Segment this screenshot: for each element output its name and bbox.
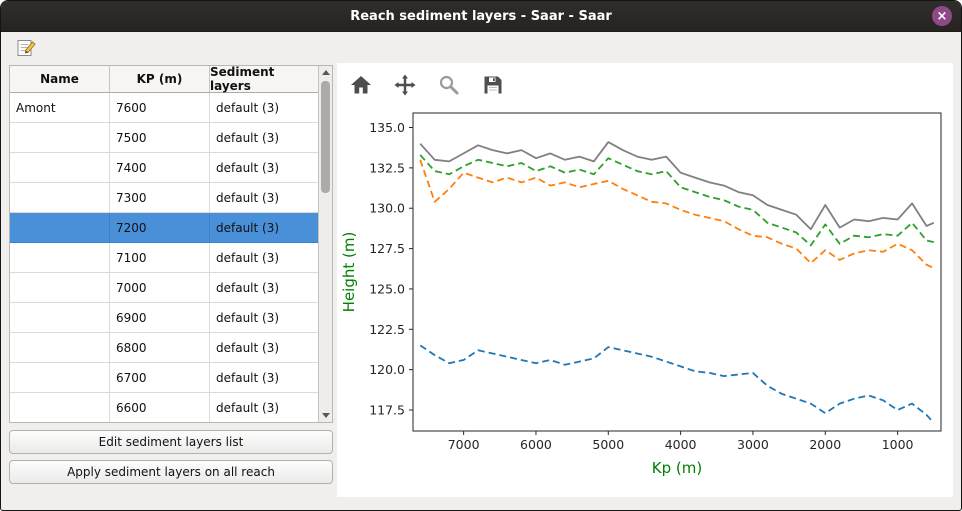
close-button[interactable]: ×: [932, 6, 952, 26]
edit-sediment-list-toolbar-button[interactable]: [13, 35, 39, 61]
svg-text:6000: 6000: [520, 437, 552, 452]
scroll-down-button[interactable]: [319, 409, 332, 422]
svg-text:4000: 4000: [665, 437, 697, 452]
table-row[interactable]: Amont 7600 default (3): [10, 93, 319, 123]
scroll-thumb[interactable]: [321, 81, 330, 193]
cell-name[interactable]: [10, 273, 110, 303]
cell-name[interactable]: [10, 303, 110, 333]
svg-text:125.0: 125.0: [369, 281, 405, 296]
cell-kp[interactable]: 7200: [110, 213, 210, 243]
table-row[interactable]: 7400 default (3): [10, 153, 319, 183]
plot-toolbar: [337, 63, 953, 101]
table-body: Amont 7600 default (3) 7500 default (3) 7400 d…: [10, 93, 319, 422]
cell-kp[interactable]: 7000: [110, 273, 210, 303]
sediment-table: Name KP (m) Sediment layers Amont 7600 def…: [9, 65, 333, 423]
cell-layers[interactable]: default (3): [210, 333, 319, 363]
svg-text:5000: 5000: [592, 437, 624, 452]
plot-panel: 7000 6000 5000 4000 3000 2000 1000 117.5 120.0 12…: [337, 63, 953, 497]
edit-sediment-layers-button[interactable]: Edit sediment layers list: [9, 430, 333, 454]
app-toolbar: [1, 32, 961, 64]
table-row[interactable]: 6900 default (3): [10, 303, 319, 333]
cell-kp[interactable]: 7600: [110, 93, 210, 123]
cell-kp[interactable]: 6600: [110, 393, 210, 422]
svg-text:135.0: 135.0: [369, 120, 405, 135]
table-row[interactable]: 7500 default (3): [10, 123, 319, 153]
cell-name[interactable]: Amont: [10, 93, 110, 123]
svg-text:130.0: 130.0: [369, 201, 405, 216]
cell-name[interactable]: [10, 183, 110, 213]
svg-text:Height (m): Height (m): [340, 232, 358, 313]
cell-name[interactable]: [10, 243, 110, 273]
svg-text:2000: 2000: [809, 437, 841, 452]
table-row[interactable]: 6600 default (3): [10, 393, 319, 422]
cell-kp[interactable]: 6800: [110, 333, 210, 363]
cell-layers[interactable]: default (3): [210, 183, 319, 213]
cell-kp[interactable]: 6700: [110, 363, 210, 393]
cell-kp[interactable]: 6900: [110, 303, 210, 333]
scroll-down-icon: [321, 413, 330, 418]
scroll-up-button[interactable]: [319, 66, 332, 79]
plot-save-button[interactable]: [479, 71, 507, 99]
cell-layers[interactable]: default (3): [210, 153, 319, 183]
table-row[interactable]: 7100 default (3): [10, 243, 319, 273]
chart[interactable]: 7000 6000 5000 4000 3000 2000 1000 117.5 120.0 12…: [339, 101, 953, 481]
cell-layers[interactable]: default (3): [210, 123, 319, 153]
close-icon: ×: [936, 8, 948, 24]
scroll-up-icon: [321, 70, 330, 75]
cell-layers[interactable]: default (3): [210, 363, 319, 393]
cell-name[interactable]: [10, 123, 110, 153]
cell-name[interactable]: [10, 363, 110, 393]
plot-zoom-button[interactable]: [435, 71, 463, 99]
cell-layers[interactable]: default (3): [210, 213, 319, 243]
cell-kp[interactable]: 7300: [110, 183, 210, 213]
svg-text:122.5: 122.5: [369, 322, 405, 337]
svg-text:1000: 1000: [882, 437, 914, 452]
cell-layers[interactable]: default (3): [210, 273, 319, 303]
col-header-sediment-layers[interactable]: Sediment layers: [210, 66, 319, 93]
cell-layers[interactable]: default (3): [210, 393, 319, 422]
cell-name[interactable]: [10, 213, 110, 243]
cell-name[interactable]: [10, 153, 110, 183]
svg-text:7000: 7000: [448, 437, 480, 452]
table-row[interactable]: 6700 default (3): [10, 363, 319, 393]
col-header-kp[interactable]: KP (m): [110, 66, 210, 92]
cell-kp[interactable]: 7500: [110, 123, 210, 153]
cell-layers[interactable]: default (3): [210, 303, 319, 333]
zoom-icon: [439, 75, 459, 95]
plot-home-button[interactable]: [347, 71, 375, 99]
cell-kp[interactable]: 7400: [110, 153, 210, 183]
svg-text:117.5: 117.5: [369, 403, 405, 418]
table-row[interactable]: 7000 default (3): [10, 273, 319, 303]
cell-name[interactable]: [10, 333, 110, 363]
svg-text:Kp (m): Kp (m): [652, 459, 702, 477]
plot-pan-button[interactable]: [391, 71, 419, 99]
titlebar: Reach sediment layers - Saar - Saar ×: [1, 1, 961, 32]
cell-layers[interactable]: default (3): [210, 243, 319, 273]
table-row[interactable]: 7200 default (3): [10, 213, 319, 243]
table-row[interactable]: 6800 default (3): [10, 333, 319, 363]
svg-text:3000: 3000: [737, 437, 769, 452]
svg-text:120.0: 120.0: [369, 362, 405, 377]
table-row[interactable]: 7300 default (3): [10, 183, 319, 213]
edit-note-icon: [17, 40, 36, 56]
cell-name[interactable]: [10, 393, 110, 422]
window-title: Reach sediment layers - Saar - Saar: [350, 8, 612, 24]
home-icon: [351, 76, 371, 94]
save-icon: [484, 76, 502, 94]
table-header-row: Name KP (m) Sediment layers: [10, 66, 319, 93]
svg-text:127.5: 127.5: [369, 241, 405, 256]
pan-icon: [394, 74, 416, 96]
svg-text:132.5: 132.5: [369, 160, 405, 175]
apply-sediment-layers-button[interactable]: Apply sediment layers on all reach: [9, 460, 333, 484]
cell-kp[interactable]: 7100: [110, 243, 210, 273]
table-scrollbar[interactable]: [318, 66, 332, 422]
col-header-name[interactable]: Name: [10, 66, 110, 92]
cell-layers[interactable]: default (3): [210, 93, 319, 123]
